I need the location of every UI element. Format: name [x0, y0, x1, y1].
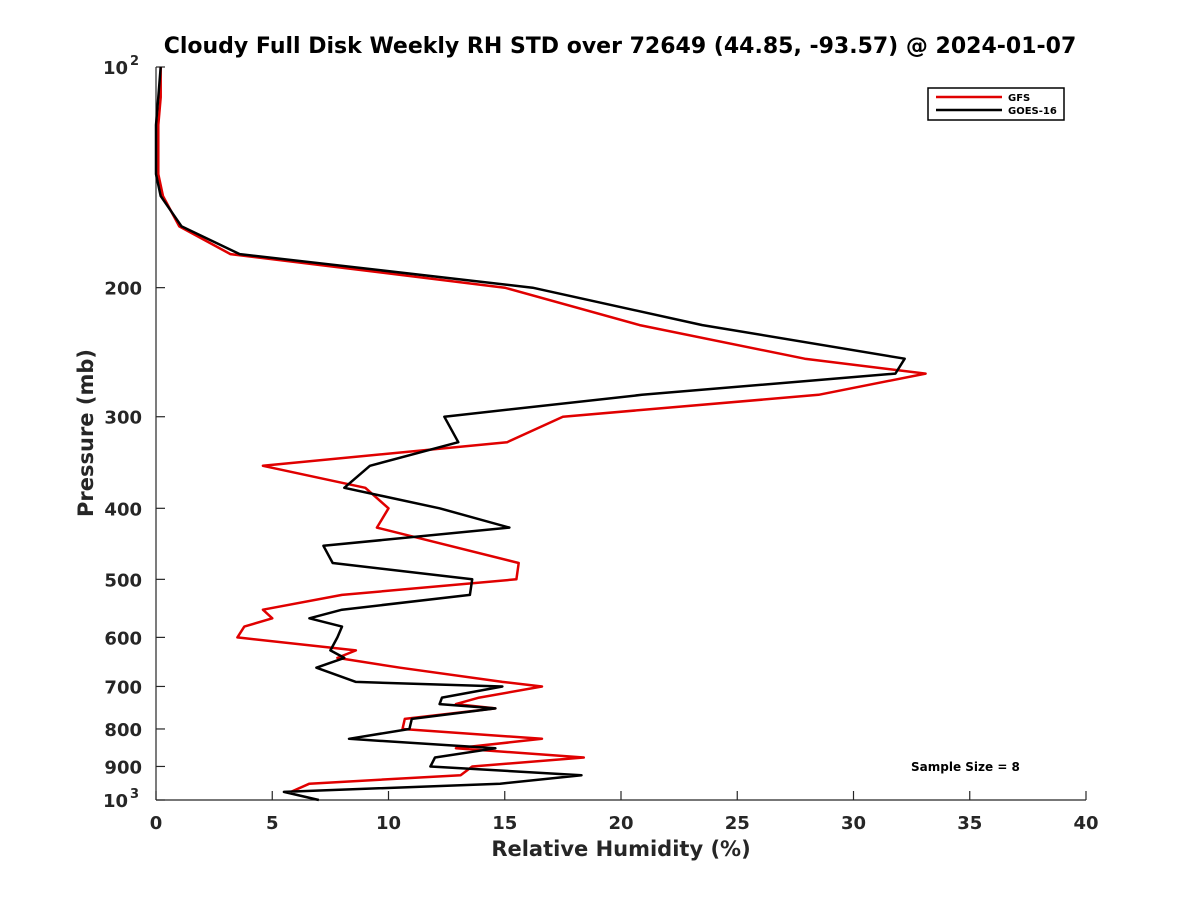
- x-tick-label: 40: [1073, 813, 1098, 834]
- y-tick-label: 10: [103, 791, 128, 812]
- y-tick-label: 800: [104, 720, 142, 741]
- legend-label-gfs: GFS: [1008, 93, 1030, 104]
- x-axis-label: Relative Humidity (%): [491, 837, 750, 861]
- x-tick-label: 30: [841, 813, 866, 834]
- y-tick-label: 400: [104, 499, 142, 520]
- x-tick-label: 25: [725, 813, 750, 834]
- legend-label-goes16: GOES-16: [1008, 106, 1057, 117]
- series-line-gfs: [157, 67, 927, 794]
- x-tick-label: 10: [376, 813, 401, 834]
- y-tick-label: 700: [104, 677, 142, 698]
- x-tick-label: 35: [957, 813, 982, 834]
- y-tick-label: 600: [104, 628, 142, 649]
- y-tick-label: 500: [104, 570, 142, 591]
- y-tick-label: 10: [103, 58, 128, 79]
- y-tick-exponent: 3: [130, 787, 139, 802]
- x-tick-label: 20: [608, 813, 633, 834]
- chart-title: Cloudy Full Disk Weekly RH STD over 7264…: [164, 34, 1077, 59]
- plot-area: [155, 67, 1086, 801]
- x-ticks: 0 5 10 15 20 25 30 35 40: [150, 791, 1099, 834]
- x-tick-label: 5: [266, 813, 279, 834]
- x-tick-label: 15: [492, 813, 517, 834]
- series-line-goes16: [154, 66, 906, 802]
- legend-box: [927, 87, 1065, 121]
- x-tick-label: 0: [150, 813, 163, 834]
- y-tick-label: 300: [104, 408, 142, 429]
- y-tick-label: 900: [104, 757, 142, 778]
- y-tick-label: 200: [104, 279, 142, 300]
- series-lines: [154, 66, 927, 802]
- legend: GFS GOES-16: [927, 87, 1065, 121]
- sample-size-annotation: Sample Size = 8: [911, 760, 1020, 774]
- y-axis-label: Pressure (mb): [74, 349, 98, 517]
- y-tick-exponent: 2: [130, 54, 139, 69]
